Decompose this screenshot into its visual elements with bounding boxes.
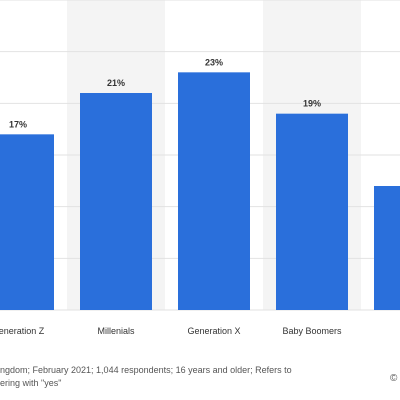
data-label: 19%: [303, 99, 321, 109]
bar: [0, 134, 54, 310]
category-label: Generation Z: [0, 326, 45, 336]
category-labels: Generation Z Millenials Generation X Baby B…: [0, 326, 400, 336]
copyright-icon: ©: [390, 373, 398, 384]
data-label: 23%: [205, 57, 223, 67]
category-label: Millenials: [97, 326, 135, 336]
bar: [374, 186, 400, 310]
footnote: ngdom; February 2021; 1,044 respondents;…: [0, 364, 330, 390]
footnote-line-1: ngdom; February 2021; 1,044 respondents;…: [0, 365, 292, 375]
bar: [178, 72, 250, 310]
bar-chart: 17%21%23%19% Generation ZMillenialsGener…: [0, 0, 400, 336]
data-label: 21%: [107, 78, 125, 88]
bars: [0, 72, 400, 311]
bar: [80, 93, 152, 310]
bar: [276, 113, 348, 311]
data-labels: 17% 21% 23% 19%: [9, 57, 321, 129]
footnote-line-2: ering with "yes": [0, 378, 62, 388]
data-label: 17%: [9, 119, 27, 129]
category-label: Baby Boomers: [282, 326, 342, 336]
category-label: Generation X: [187, 326, 240, 336]
